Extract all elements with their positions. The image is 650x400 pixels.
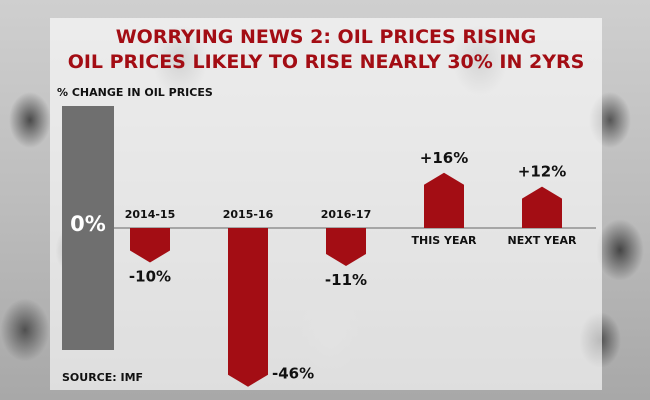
value-label: -11% [325, 271, 367, 289]
headline: WORRYING NEWS 2: OIL PRICES RISING [115, 26, 537, 48]
category-label: 2016-17 [321, 208, 372, 221]
value-label: -10% [129, 268, 171, 286]
zero-label: 0% [70, 212, 106, 236]
bar-2016-17 [326, 228, 366, 266]
bar-this-year [424, 172, 464, 228]
zero-baseline-bar [62, 106, 114, 350]
category-label: 2014-15 [125, 208, 176, 221]
bar-next-year [522, 186, 562, 228]
category-label: 2015-16 [223, 208, 274, 221]
category-label: NEXT YEAR [508, 234, 578, 247]
value-label: +12% [518, 163, 566, 181]
chart-panel [50, 18, 602, 390]
source-note: SOURCE: IMF [62, 371, 144, 384]
y-axis-label: % CHANGE IN OIL PRICES [57, 86, 213, 99]
bar-2015-16 [228, 228, 268, 387]
subheadline: OIL PRICES LIKELY TO RISE NEARLY 30% IN … [67, 51, 585, 73]
category-label: THIS YEAR [411, 234, 477, 247]
value-label: -46% [272, 365, 314, 383]
bar-2014-15 [130, 228, 170, 263]
value-label: +16% [420, 149, 468, 167]
